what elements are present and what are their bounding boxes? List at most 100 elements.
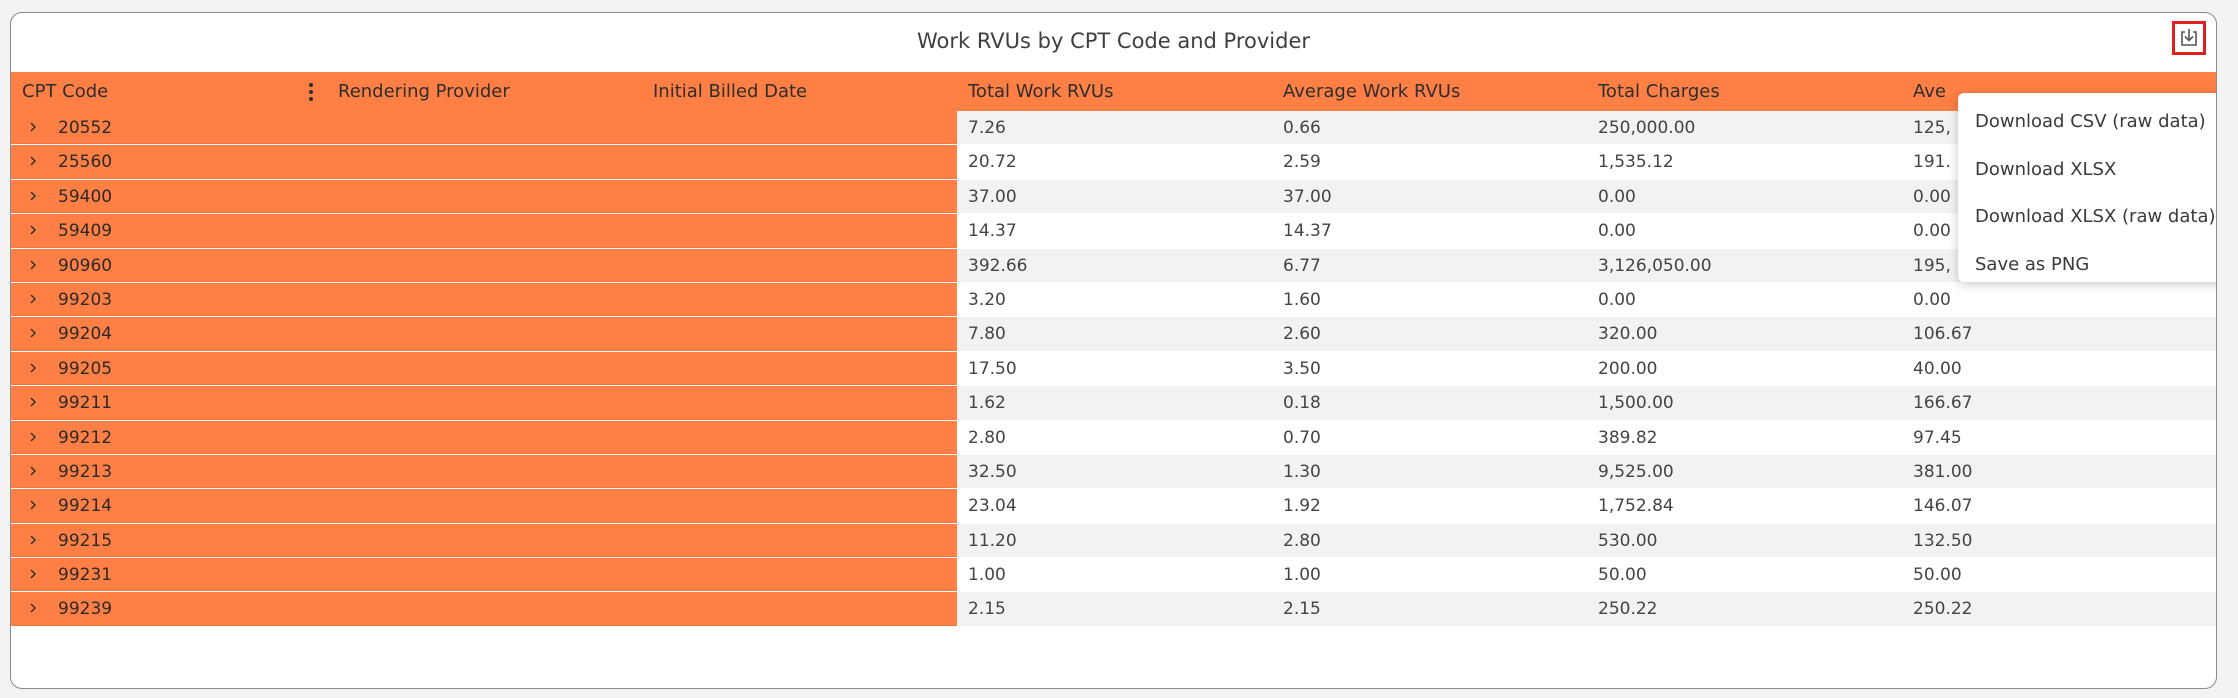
- cell-average-charges: 97.45: [1913, 427, 1962, 448]
- expand-chevron-icon[interactable]: [26, 567, 40, 581]
- expand-chevron-icon[interactable]: [26, 601, 40, 615]
- cell-cpt-code: 59409: [58, 221, 113, 242]
- cell-total-charges: 0.00: [1598, 186, 1636, 207]
- expand-chevron-icon[interactable]: [26, 464, 40, 478]
- cell-cpt-code: 99213: [58, 461, 113, 482]
- frozen-cell-group: [11, 248, 957, 282]
- cell-cpt-code: 99239: [58, 599, 113, 620]
- cell-total-charges: 320.00: [1598, 324, 1658, 345]
- cell-total-charges: 1,500.00: [1598, 393, 1674, 414]
- column-header-average-work-rvus[interactable]: Average Work RVUs: [1283, 81, 1461, 102]
- download-tray-icon: [2181, 29, 2197, 46]
- cell-cpt-code: 20552: [58, 118, 113, 138]
- frozen-cell-group: [11, 145, 957, 179]
- expand-chevron-icon[interactable]: [26, 258, 40, 272]
- expand-chevron-icon[interactable]: [26, 154, 40, 168]
- row-values-area: [957, 420, 2216, 454]
- column-header-rendering-provider[interactable]: Rendering Provider: [338, 81, 510, 102]
- cell-average-charges: 191.: [1913, 152, 1951, 173]
- frozen-cell-group: [11, 420, 957, 454]
- cell-average-charges: 0.00: [1913, 221, 1951, 242]
- menu-item-save-png[interactable]: Save as PNG: [1975, 253, 2090, 275]
- expand-chevron-icon[interactable]: [26, 430, 40, 444]
- cell-cpt-code: 25560: [58, 152, 113, 173]
- table-row[interactable]: 20552 7.26 0.66 250,000.00 125,: [11, 111, 2216, 146]
- menu-item-download-xlsx[interactable]: Download XLSX: [1975, 158, 2117, 180]
- expand-chevron-icon[interactable]: [26, 361, 40, 375]
- table-row[interactable]: 99215 11.20 2.80 530.00 132.50: [11, 523, 2216, 559]
- cell-total-charges: 389.82: [1598, 427, 1658, 448]
- table-row[interactable]: 25560 20.72 2.59 1,535.12 191.: [11, 145, 2216, 180]
- table-row[interactable]: 99212 2.80 0.70 389.82 97.45: [11, 420, 2216, 455]
- column-header-total-charges[interactable]: Total Charges: [1598, 81, 1720, 102]
- cell-average-work-rvus: 0.70: [1283, 427, 1321, 448]
- cell-cpt-code: 99203: [58, 289, 113, 310]
- table-title: Work RVUs by CPT Code and Provider: [917, 29, 1310, 53]
- cell-average-work-rvus: 1.60: [1283, 289, 1321, 310]
- table-row[interactable]: 99213 32.50 1.30 9,525.00 381.00: [11, 454, 2216, 490]
- column-header-average-charges[interactable]: Ave: [1913, 81, 1946, 102]
- table-row[interactable]: 59409 14.37 14.37 0.00 0.00: [11, 214, 2216, 249]
- table-row[interactable]: 99239 2.15 2.15 250.22 250.22: [11, 592, 2216, 627]
- table-row[interactable]: 90960 392.66 6.77 3,126,050.00 195,: [11, 248, 2216, 283]
- expand-chevron-icon[interactable]: [26, 326, 40, 340]
- cell-total-charges: 1,752.84: [1598, 496, 1674, 517]
- cell-total-work-rvus: 32.50: [968, 461, 1017, 482]
- expand-chevron-icon[interactable]: [26, 533, 40, 547]
- column-header-total-work-rvus[interactable]: Total Work RVUs: [968, 81, 1114, 102]
- cell-average-charges: 250.22: [1913, 599, 1973, 620]
- cell-total-work-rvus: 392.66: [968, 255, 1028, 276]
- row-values-area: [957, 282, 2216, 317]
- expand-chevron-icon[interactable]: [26, 120, 40, 134]
- expand-chevron-icon[interactable]: [26, 189, 40, 203]
- cell-average-work-rvus: 0.18: [1283, 393, 1321, 414]
- table-row[interactable]: 99211 1.62 0.18 1,500.00 166.67: [11, 386, 2216, 421]
- table-row[interactable]: 99231 1.00 1.00 50.00 50.00: [11, 558, 2216, 593]
- expand-chevron-icon[interactable]: [26, 395, 40, 409]
- cell-average-charges: 125,: [1913, 118, 1951, 138]
- frozen-cell-group: [11, 489, 957, 523]
- cell-total-work-rvus: 37.00: [968, 186, 1017, 207]
- row-values-area: [957, 558, 2216, 592]
- download-menu: Download CSV (raw data) Download XLSX Do…: [1958, 93, 2216, 282]
- cell-total-charges: 530.00: [1598, 530, 1658, 551]
- cell-cpt-code: 59400: [58, 186, 113, 207]
- cell-total-charges: 50.00: [1598, 565, 1647, 586]
- column-header-cpt-code[interactable]: CPT Code: [22, 81, 109, 102]
- table-row[interactable]: 99214 23.04 1.92 1,752.84 146.07: [11, 489, 2216, 524]
- cell-average-charges: 166.67: [1913, 393, 1973, 414]
- cell-total-work-rvus: 1.62: [968, 393, 1006, 414]
- cell-total-charges: 0.00: [1598, 289, 1636, 310]
- table-row[interactable]: 99204 7.80 2.60 320.00 106.67: [11, 317, 2216, 352]
- table-row[interactable]: 99203 3.20 1.60 0.00 0.00: [11, 282, 2216, 318]
- cell-total-charges: 1,535.12: [1598, 152, 1674, 173]
- cell-average-charges: 195,: [1913, 255, 1951, 276]
- cell-total-work-rvus: 23.04: [968, 496, 1017, 517]
- expand-chevron-icon[interactable]: [26, 223, 40, 237]
- cell-cpt-code: 90960: [58, 255, 113, 276]
- menu-item-download-xlsx-raw[interactable]: Download XLSX (raw data): [1975, 206, 2216, 227]
- cell-average-charges: 50.00: [1913, 565, 1962, 586]
- cell-total-work-rvus: 14.37: [968, 221, 1017, 242]
- table-row[interactable]: 59400 37.00 37.00 0.00 0.00: [11, 179, 2216, 215]
- frozen-cell-group: [11, 317, 957, 351]
- cell-average-charges: 146.07: [1913, 496, 1973, 517]
- column-menu-icon[interactable]: [308, 82, 314, 102]
- cell-total-work-rvus: 7.26: [968, 118, 1006, 138]
- cell-cpt-code: 99212: [58, 427, 113, 448]
- menu-item-download-csv-raw[interactable]: Download CSV (raw data): [1975, 111, 2206, 132]
- table-row[interactable]: 99205 17.50 3.50 200.00 40.00: [11, 351, 2216, 387]
- frozen-cell-group: [11, 386, 957, 420]
- expand-chevron-icon[interactable]: [26, 292, 40, 306]
- frozen-cell-group: [11, 523, 957, 558]
- download-button[interactable]: [2172, 21, 2206, 55]
- cell-total-charges: 0.00: [1598, 221, 1636, 242]
- column-header-initial-billed-date[interactable]: Initial Billed Date: [653, 81, 808, 102]
- expand-chevron-icon[interactable]: [26, 498, 40, 512]
- frozen-cell-group: [11, 179, 957, 214]
- cell-total-work-rvus: 17.50: [968, 358, 1017, 379]
- row-values-area: [957, 489, 2216, 523]
- cell-cpt-code: 99214: [58, 496, 113, 517]
- cell-cpt-code: 99231: [58, 565, 113, 586]
- frozen-cell-group: [11, 351, 957, 386]
